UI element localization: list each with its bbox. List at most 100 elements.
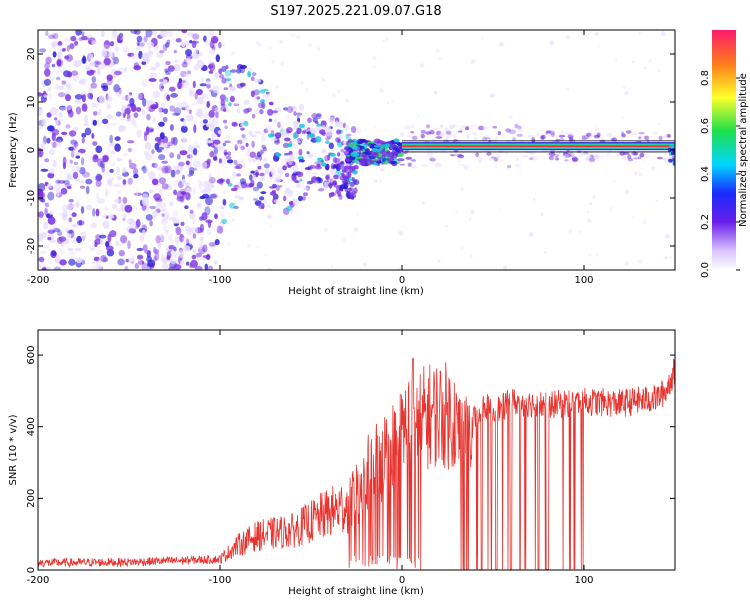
spectrogram-noise-blob (71, 212, 77, 218)
spectrogram-faint-blob (224, 166, 227, 169)
spectrogram-noise-blob (143, 132, 148, 142)
spectrogram-transition-blob (285, 205, 293, 212)
spectrogram-noise-blob (161, 165, 169, 174)
spectrogram-noise-blob (163, 167, 171, 174)
spectrogram-noise-blob (156, 234, 165, 242)
spectrogram-transition-blob (268, 118, 273, 122)
spectrogram-noise-blob (191, 254, 197, 260)
snr-x-ticks: -200 -100 0 100 (27, 330, 594, 586)
spectrogram-line-fuzz (477, 157, 483, 160)
spectrogram-noise-blob (67, 230, 73, 234)
spectrogram-transition-blob (252, 186, 259, 192)
spectrogram-transition-blob (236, 173, 242, 177)
spectrogram-noise-blob (46, 112, 52, 118)
spectrogram-faint-blob (468, 218, 472, 221)
spectrogram-line-fuzz (627, 157, 634, 162)
spectrogram-line-fuzz (459, 163, 465, 167)
spectrogram-noise-blob (64, 104, 72, 111)
spectrogram-noise-blob (185, 187, 193, 193)
spectrogram-faint-blob (305, 88, 310, 92)
snr-x-label: Height of straight line (km) (288, 586, 424, 597)
spectrogram-noise-blob (188, 237, 193, 246)
spectrogram-faint-blob (455, 210, 458, 214)
spectrogram-noise-blob (49, 210, 53, 216)
spectrogram-noise-blob (215, 54, 220, 63)
spectrogram-faint-blob (220, 212, 224, 217)
spectrogram-noise-blob (57, 180, 66, 184)
spectrogram-noise-blob (214, 71, 219, 80)
spectrogram-transition-blob (247, 70, 252, 78)
spectrogram-noise-blob (186, 226, 193, 236)
spectrogram-transition-blob (234, 165, 240, 169)
spectrogram-noise-blob (191, 40, 197, 49)
spectrogram-noise-blob (171, 251, 178, 258)
spectrogram-transition-blob (250, 179, 255, 188)
spectrogram-transition-blob (271, 149, 276, 152)
snr-y-ticks: 0 200 400 600 (26, 346, 675, 573)
spectrogram-noise-blob (93, 256, 100, 262)
spectrogram-noise-blob (205, 140, 214, 144)
spectrogram-transition-blob (234, 102, 239, 107)
spectrogram-transition-blob (340, 152, 344, 159)
spectrogram-noise-blob (42, 201, 50, 206)
spectrogram-noise-blob (56, 58, 64, 68)
spectrogram-noise-blob (192, 80, 196, 89)
spectrogram-dip-blob (330, 191, 335, 197)
spectrogram-noise-blob (44, 207, 48, 216)
spectrogram-line-fuzz (482, 126, 489, 130)
spectrogram-band-blob (397, 144, 404, 149)
spectrogram-noise-blob (144, 249, 152, 255)
spectrogram-noise-blob (79, 166, 86, 175)
spectrogram-highlight-blob (298, 124, 305, 128)
spectrogram-transition-blob (316, 123, 322, 127)
spectrogram-noise-blob (142, 229, 146, 236)
spectrogram-noise-blob (100, 30, 105, 38)
spectrogram-faint-blob (226, 242, 231, 247)
spectrogram-band-blob (355, 160, 360, 165)
spectrogram-noise-blob (52, 222, 57, 231)
snr-y-tick-label: 400 (26, 417, 37, 436)
spectrogram-transition-blob (254, 79, 262, 83)
spectrogram-noise-blob (192, 248, 197, 254)
spectrogram-faint-blob (489, 94, 494, 98)
spectrogram-noise-blob (206, 158, 211, 164)
spectrogram-noise-blob (144, 142, 152, 150)
spectrogram-noise-blob (212, 156, 218, 162)
spectrogram-noise-blob (173, 179, 180, 189)
spectrogram-transition-blob (292, 175, 297, 182)
spectrogram-noise-blob (139, 235, 145, 242)
spectrogram-noise-blob (142, 167, 149, 174)
spectrogram-noise-blob (102, 220, 110, 229)
spectrogram-noise-blob (81, 56, 87, 65)
spectrogram-faint-blob (419, 62, 425, 68)
spectrogram-line-fuzz (604, 152, 612, 157)
spectrogram-transition-blob (321, 149, 327, 154)
spectrogram-noise-blob (212, 85, 220, 94)
spectrogram-transition-blob (220, 99, 226, 106)
spectrogram-noise-blob (212, 37, 218, 44)
spectrogram-noise-blob (108, 51, 114, 59)
spectrogram-noise-blob (74, 141, 79, 148)
spectrogram-faint-blob (595, 253, 599, 257)
spectrogram-noise-blob (95, 208, 100, 217)
spectrogram-line-fuzz (600, 155, 605, 160)
spectrogram-noise-blob (214, 239, 220, 246)
colorbar: 0.0 0.2 0.4 0.6 0.8 Normalized spectral ampl… (700, 30, 749, 278)
spectrogram-transition-blob (271, 138, 278, 141)
spectrogram-transition-blob (223, 108, 227, 112)
spectrogram-noise-blob (60, 187, 68, 195)
spectrogram-noise-blob (72, 171, 79, 180)
spectrogram-transition-blob (223, 119, 228, 124)
spectrogram-y-tick-label: -20 (26, 238, 37, 254)
spectrogram-transition-blob (326, 174, 331, 181)
spectrogram-transition-blob (338, 121, 344, 128)
spectrogram-line-fuzz (558, 134, 566, 138)
spectrogram-transition-blob (258, 177, 265, 181)
spectrogram-x-tick-label: -100 (209, 275, 232, 286)
spectrogram-transition-blob (278, 125, 284, 129)
spectrogram-noise-blob (54, 83, 59, 90)
spectrogram-noise-blob (88, 53, 94, 60)
spectrogram-noise-blob (91, 133, 95, 139)
spectrogram-transition-blob (303, 187, 309, 191)
spectrogram-noise-blob (145, 126, 150, 135)
